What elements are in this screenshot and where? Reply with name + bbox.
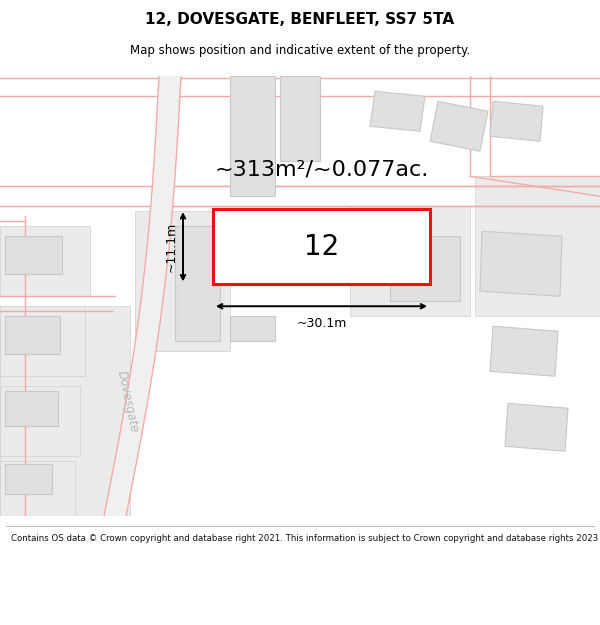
Polygon shape	[0, 386, 80, 456]
Polygon shape	[490, 101, 543, 141]
Polygon shape	[0, 306, 85, 376]
Text: ~11.1m: ~11.1m	[165, 222, 178, 272]
Polygon shape	[430, 101, 488, 151]
Bar	[213, 209, 430, 284]
Polygon shape	[490, 326, 558, 376]
Polygon shape	[230, 316, 275, 341]
Polygon shape	[230, 76, 275, 196]
Polygon shape	[5, 316, 60, 354]
Polygon shape	[0, 461, 75, 516]
Polygon shape	[135, 211, 230, 351]
Text: 12: 12	[304, 232, 339, 261]
Text: Contains OS data © Crown copyright and database right 2021. This information is : Contains OS data © Crown copyright and d…	[11, 534, 600, 543]
Polygon shape	[475, 176, 600, 316]
Polygon shape	[0, 306, 130, 516]
Polygon shape	[5, 391, 58, 426]
Polygon shape	[505, 403, 568, 451]
Polygon shape	[480, 231, 562, 296]
Text: Map shows position and indicative extent of the property.: Map shows position and indicative extent…	[130, 44, 470, 58]
Polygon shape	[0, 226, 90, 296]
Polygon shape	[390, 236, 460, 301]
Polygon shape	[280, 76, 320, 161]
Polygon shape	[5, 236, 62, 274]
Polygon shape	[350, 206, 470, 316]
Text: 12, DOVESGATE, BENFLEET, SS7 5TA: 12, DOVESGATE, BENFLEET, SS7 5TA	[145, 12, 455, 28]
Polygon shape	[104, 76, 181, 516]
Polygon shape	[370, 91, 425, 131]
Polygon shape	[5, 464, 52, 494]
Polygon shape	[175, 226, 220, 341]
Text: ~313m²/~0.077ac.: ~313m²/~0.077ac.	[214, 159, 428, 179]
Text: ~30.1m: ~30.1m	[296, 318, 347, 330]
Text: Dovesgate: Dovesgate	[115, 369, 141, 434]
